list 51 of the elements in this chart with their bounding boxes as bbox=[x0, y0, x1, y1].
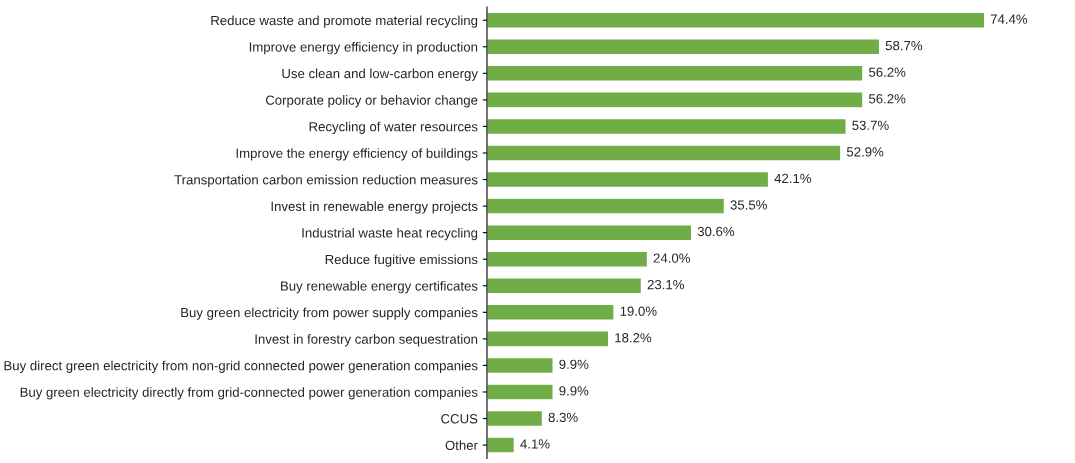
data-label: 56.2% bbox=[869, 67, 906, 77]
data-label: 30.6% bbox=[697, 226, 735, 237]
bar bbox=[486, 117, 847, 136]
y-tick-label: Transportation carbon emission reduction measures bbox=[174, 174, 478, 188]
data-label: 24.0% bbox=[653, 253, 691, 263]
data-label: 58.7% bbox=[885, 40, 923, 51]
data-label: 9.9% bbox=[559, 359, 589, 369]
y-tick-label: Recycling of water resources bbox=[309, 121, 478, 134]
bar bbox=[486, 250, 649, 268]
data-label: 74.4% bbox=[990, 14, 1028, 24]
data-label: 4.1% bbox=[520, 439, 550, 449]
data-label: 8.3% bbox=[548, 412, 578, 423]
data-label: 52.9% bbox=[846, 147, 884, 157]
bar bbox=[486, 436, 516, 454]
data-label: 19.0% bbox=[620, 306, 657, 316]
bar bbox=[486, 223, 693, 242]
bar bbox=[486, 197, 726, 215]
bar bbox=[486, 303, 615, 321]
y-tick-label: Improve the energy efficiency of buildings bbox=[236, 148, 478, 161]
bar bbox=[486, 91, 864, 109]
y-tick-label: CCUS bbox=[441, 414, 478, 424]
bar bbox=[486, 170, 770, 189]
bar bbox=[486, 356, 554, 375]
data-label: 35.5% bbox=[730, 200, 767, 210]
bar bbox=[486, 11, 986, 29]
bar bbox=[486, 330, 610, 348]
bar bbox=[486, 409, 544, 428]
bar bbox=[486, 277, 643, 295]
y-tick-label: Improve energy efficiency in production bbox=[249, 42, 478, 55]
y-tick-label: Invest in forestry carbon sequestration bbox=[255, 334, 478, 347]
y-tick-label: Other bbox=[445, 440, 478, 450]
bar bbox=[486, 64, 864, 82]
y-tick-label: Invest in renewable energy projects bbox=[271, 201, 478, 214]
data-label: 23.1% bbox=[647, 279, 684, 290]
bar bbox=[486, 383, 554, 401]
y-tick-label: Reduce fugitive emissions bbox=[325, 254, 478, 267]
data-label: 18.2% bbox=[615, 333, 652, 343]
y-tick-label: Reduce waste and promote material recycling bbox=[211, 15, 478, 28]
bar bbox=[486, 144, 842, 162]
data-label: 9.9% bbox=[559, 386, 589, 396]
bar bbox=[486, 38, 881, 56]
data-label: 53.7% bbox=[852, 120, 889, 130]
y-tick-label: Buy direct green electricity from non-grid connected power generation companies bbox=[4, 360, 478, 373]
y-tick-label: Corporate policy or behavior change bbox=[265, 95, 478, 108]
y-tick-label: Industrial waste heat recycling bbox=[302, 227, 478, 241]
y-tick-label: Buy green electricity from power supply companies bbox=[181, 307, 478, 320]
data-label: 56.2% bbox=[869, 94, 906, 104]
y-tick-label: Use clean and low-carbon energy bbox=[282, 68, 478, 81]
y-tick-label: Buy green electricity directly from grid-connected power generation companies bbox=[20, 387, 478, 400]
data-label: 42.1% bbox=[774, 173, 812, 184]
y-tick-label: Buy renewable energy certificates bbox=[281, 280, 478, 294]
